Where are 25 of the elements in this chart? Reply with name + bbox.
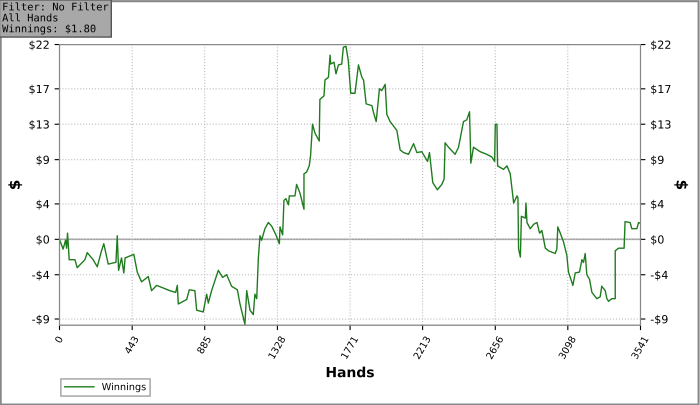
x-axis-title: Hands	[326, 366, 374, 378]
y2-tick-label: -$4	[650, 270, 668, 281]
legend-label: Winnings	[102, 382, 146, 392]
y2-tick-label: $17	[651, 84, 670, 95]
y-tick-label: $17	[29, 84, 49, 95]
text: All Hands	[2, 13, 58, 22]
text: Filter: No Filter	[3, 2, 108, 11]
y-tick-label: -$9	[32, 314, 49, 325]
y2-tick-label: -$9	[650, 314, 668, 325]
y2-axis-title: $	[674, 180, 688, 190]
y-tick-label: $22	[29, 40, 49, 50]
y-tick-label: $13	[29, 120, 49, 130]
y2-tick-label: $0	[651, 235, 664, 246]
y2-tick-label: $13	[651, 120, 671, 130]
y-tick-label: $4	[36, 200, 50, 210]
y2-tick-label: $9	[651, 155, 664, 166]
y2-tick-label: $4	[651, 200, 664, 210]
y-tick-label: $0	[36, 235, 50, 246]
line-series	[60, 46, 640, 326]
text: Winnings: $1.80	[2, 24, 96, 35]
y-tick-label: -$4	[32, 270, 50, 281]
y-axis-title: $	[8, 180, 22, 190]
y2-tick-label: $22	[651, 40, 670, 50]
x-tick-label: 0	[54, 336, 64, 344]
y-tick-label: $9	[36, 155, 49, 166]
